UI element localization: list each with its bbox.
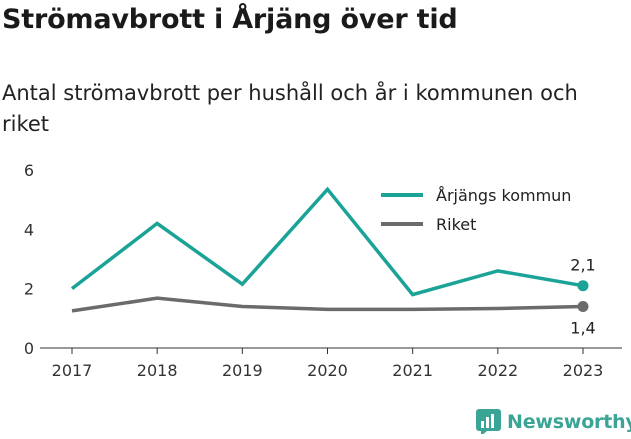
x-tick-label-2019: 2019 bbox=[222, 361, 263, 380]
series-line-0 bbox=[70, 186, 584, 297]
legend-label-0: Årjängs kommun bbox=[436, 186, 571, 205]
chart-subtitle: Antal strömavbrott per hushåll och år i … bbox=[2, 81, 578, 136]
newsworthy-logo-icon bbox=[476, 409, 501, 434]
series-end-point-1 bbox=[577, 300, 589, 312]
y-tick-label-0: 0 bbox=[24, 339, 34, 358]
brand-name: Newsworthy bbox=[507, 410, 631, 433]
y-tick-label-2: 2 bbox=[24, 280, 34, 299]
x-tick-label-2022: 2022 bbox=[477, 361, 518, 380]
line-chart: 0 2 4 6 2017 2018 2019 2020 2021 2022 2023 2,1 1,4… bbox=[24, 161, 622, 380]
series-end-label-1: 1,4 bbox=[570, 318, 595, 337]
chart-title: Strömavbrott i Årjäng över tid bbox=[2, 4, 458, 35]
x-tick-label-2020: 2020 bbox=[307, 361, 348, 380]
series-line-1 bbox=[71, 296, 584, 313]
y-tick-label-6: 6 bbox=[24, 161, 34, 180]
series-end-point-0 bbox=[577, 280, 589, 292]
series-end-label-0: 2,1 bbox=[570, 256, 595, 275]
y-tick-label-4: 4 bbox=[24, 220, 34, 239]
x-tick-label-2018: 2018 bbox=[137, 361, 178, 380]
x-tick-label-2021: 2021 bbox=[392, 361, 433, 380]
x-tick-label-2023: 2023 bbox=[563, 361, 604, 380]
legend-label-1: Riket bbox=[436, 215, 476, 234]
x-tick-label-2017: 2017 bbox=[52, 361, 93, 380]
brand-logo: Newsworthy bbox=[476, 409, 631, 434]
